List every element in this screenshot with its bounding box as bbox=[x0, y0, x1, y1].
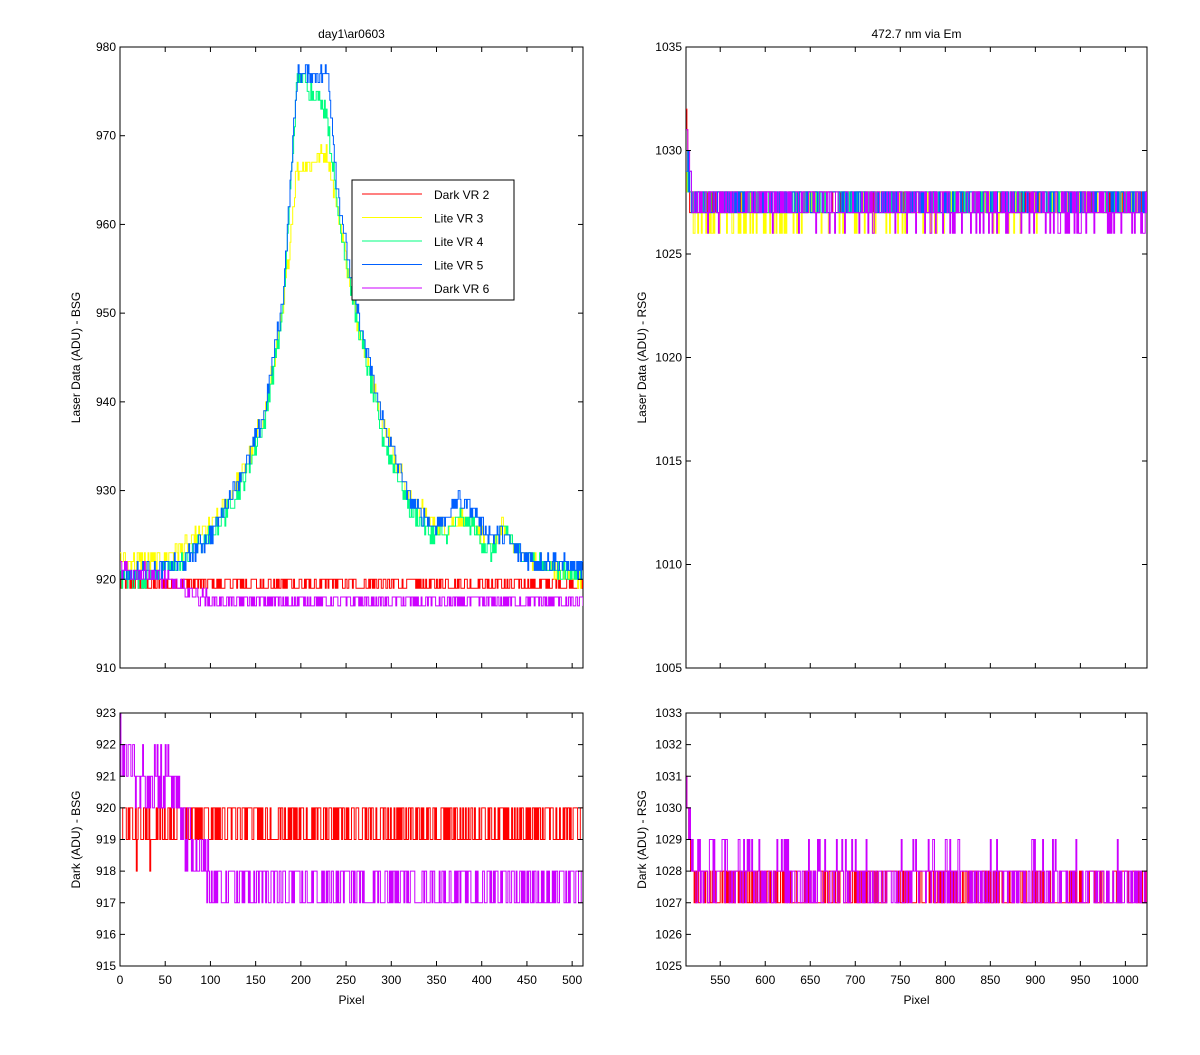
series-group bbox=[120, 713, 583, 904]
x-tick-label: 650 bbox=[800, 973, 820, 987]
y-tick-label: 1028 bbox=[655, 864, 682, 878]
y-tick-label: 920 bbox=[96, 572, 116, 586]
y-tick-label: 950 bbox=[96, 306, 116, 320]
y-tick-label: 923 bbox=[96, 706, 116, 720]
y-tick-label: 930 bbox=[96, 484, 116, 498]
x-tick-label: 250 bbox=[336, 973, 356, 987]
x-axis-label: Pixel bbox=[338, 993, 364, 1007]
axes-title: day1\ar0603 bbox=[318, 27, 385, 41]
x-tick-label: 700 bbox=[845, 973, 865, 987]
axes-rsg-laser: 1005 1010 1015 1020 1025 1030 1035 472.7 nm via… bbox=[635, 27, 1148, 675]
series-line-dark-vr-6 bbox=[120, 561, 583, 607]
legend-label: Dark VR 6 bbox=[434, 282, 490, 296]
y-tick-label: 918 bbox=[96, 864, 116, 878]
x-axis-label: Pixel bbox=[903, 993, 929, 1007]
axes-title: 472.7 nm via Em bbox=[871, 27, 961, 41]
x-tick-label: 50 bbox=[159, 973, 173, 987]
x-tick-label: 300 bbox=[381, 973, 401, 987]
series-line-lite-vr-4 bbox=[120, 73, 583, 589]
y-tick-label: 910 bbox=[96, 661, 116, 675]
y-tick-label: 940 bbox=[96, 395, 116, 409]
y-tick-label: 1015 bbox=[655, 454, 682, 468]
y-tick-label: 1025 bbox=[655, 959, 682, 973]
y-tick-label: 922 bbox=[96, 738, 116, 752]
legend-label: Dark VR 2 bbox=[434, 188, 490, 202]
x-tick-label: 950 bbox=[1070, 973, 1090, 987]
y-tick-label: 920 bbox=[96, 801, 116, 815]
x-tick-label: 450 bbox=[517, 973, 537, 987]
x-tick-label: 200 bbox=[291, 973, 311, 987]
x-tick-label: 150 bbox=[246, 973, 266, 987]
y-tick-label: 1020 bbox=[655, 351, 682, 365]
legend-box bbox=[351, 179, 515, 301]
y-tick-label: 1010 bbox=[655, 558, 682, 572]
legend: Dark VR 2 Lite VR 3 Lite VR 4 Lite VR 5 Dark… bbox=[351, 179, 515, 301]
y-tick-label: 1025 bbox=[655, 247, 682, 261]
legend-label: Lite VR 5 bbox=[434, 259, 484, 273]
x-tick-label: 900 bbox=[1025, 973, 1045, 987]
y-tick-label: 970 bbox=[96, 129, 116, 143]
series-line-dark-vr-6 bbox=[686, 775, 1147, 904]
x-tick-label: 0 bbox=[117, 973, 124, 987]
y-tick-label: 1026 bbox=[655, 927, 682, 941]
legend-label: Lite VR 3 bbox=[434, 212, 484, 226]
series-line-dark-vr-6 bbox=[120, 713, 583, 904]
x-tick-label: 500 bbox=[562, 973, 582, 987]
x-tick-label: 800 bbox=[935, 973, 955, 987]
x-tick-label: 400 bbox=[472, 973, 492, 987]
x-tick-label: 550 bbox=[710, 973, 730, 987]
y-tick-label: 1030 bbox=[655, 801, 682, 815]
axes-frame bbox=[685, 46, 1148, 669]
x-tick-label: 600 bbox=[755, 973, 775, 987]
x-tick-label: 350 bbox=[426, 973, 446, 987]
x-tick-label: 750 bbox=[890, 973, 910, 987]
y-tick-label: 915 bbox=[96, 959, 116, 973]
y-tick-label: 960 bbox=[96, 217, 116, 231]
axes-bsg-laser: 910 920 930 940 950 960 970 980 day1\ar0603 Laser… bbox=[69, 27, 584, 675]
x-tick-label: 850 bbox=[980, 973, 1000, 987]
y-axis-label: Laser Data (ADU) - RSG bbox=[635, 291, 649, 423]
series-group bbox=[686, 775, 1147, 904]
y-tick-label: 916 bbox=[96, 927, 116, 941]
y-tick-label: 1027 bbox=[655, 896, 682, 910]
y-tick-label: 921 bbox=[96, 769, 116, 783]
x-tick-label: 100 bbox=[200, 973, 220, 987]
axes-frame bbox=[119, 46, 584, 669]
x-tick-label: 1000 bbox=[1112, 973, 1139, 987]
y-tick-label: 1035 bbox=[655, 40, 682, 54]
y-tick-label: 1005 bbox=[655, 661, 682, 675]
y-tick-label: 1032 bbox=[655, 738, 682, 752]
y-tick-label: 1033 bbox=[655, 706, 682, 720]
y-tick-label: 1031 bbox=[655, 769, 682, 783]
y-tick-label: 1029 bbox=[655, 833, 682, 847]
y-tick-label: 917 bbox=[96, 896, 116, 910]
legend-label: Lite VR 4 bbox=[434, 235, 484, 249]
axes-bsg-dark: 915 916 917 918 919 920 921 922 923 0 50 100 150 200 2… bbox=[69, 706, 584, 1007]
series-group bbox=[686, 108, 1147, 234]
y-axis-label: Laser Data (ADU) - BSG bbox=[69, 292, 83, 423]
series-line-dark-vr-6 bbox=[686, 129, 1147, 234]
axes-rsg-dark: 1025 1026 1027 1028 1029 1030 1031 1032 1033 550 6… bbox=[635, 706, 1148, 1007]
y-tick-label: 919 bbox=[96, 833, 116, 847]
y-tick-label: 1030 bbox=[655, 144, 682, 158]
y-axis-label: Dark (ADU) - BSG bbox=[69, 790, 83, 888]
y-tick-label: 980 bbox=[96, 40, 116, 54]
y-axis-label: Dark (ADU) - RSG bbox=[635, 790, 649, 889]
series-line-dark-vr-2 bbox=[120, 578, 583, 589]
series-line-dark-vr-2 bbox=[120, 807, 583, 872]
